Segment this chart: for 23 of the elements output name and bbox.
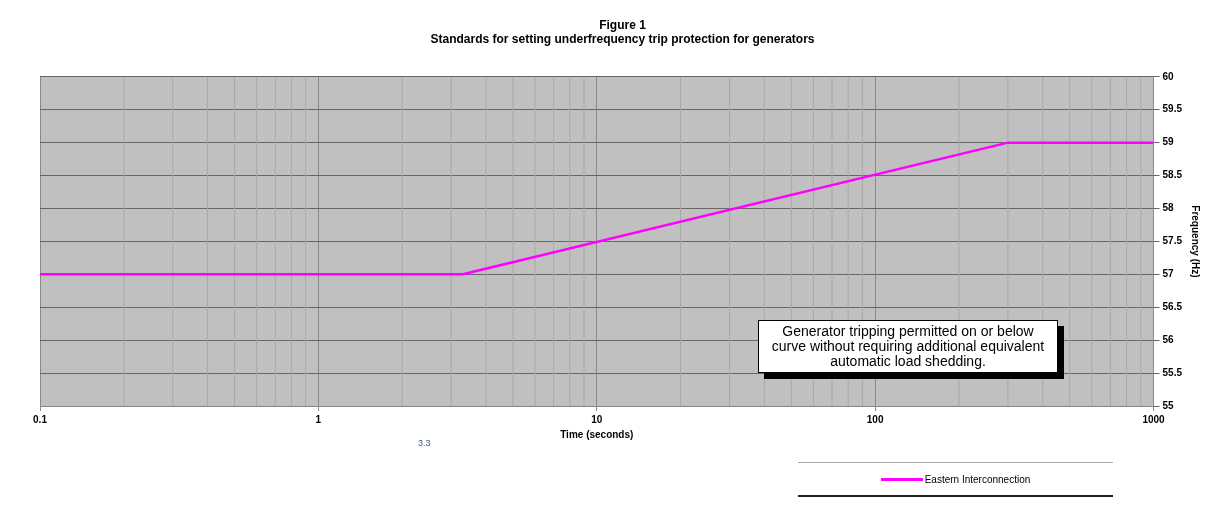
x-tick-label: 0.1 <box>33 413 48 425</box>
x-tick-label: 10 <box>591 413 603 425</box>
annotation: Generator tripping permitted on or below curve without requiring additional equivalent automatic load shedding. <box>758 320 1058 373</box>
x-tick-label: 100 <box>866 413 884 425</box>
x-tick-label: 1000 <box>1142 413 1166 425</box>
y-tick-label: 56.5 <box>1162 300 1183 312</box>
legend-label: Eastern Interconnection <box>924 473 1031 485</box>
y-tick-label: 60 <box>1162 70 1175 82</box>
y-tick-label: 59.5 <box>1162 103 1183 115</box>
chart-subtitle: Standards for setting underfrequency trip protection for generators <box>430 31 815 46</box>
y-tick-label: 55.5 <box>1162 366 1183 378</box>
y-tick-label: 56 <box>1162 333 1175 345</box>
y-tick-label: 57.5 <box>1162 235 1183 247</box>
y-tick-label: 59 <box>1162 136 1175 148</box>
y-tick-label: 58.5 <box>1162 169 1183 181</box>
y-tick-label: 57 <box>1162 268 1175 280</box>
chart-title: Figure 1 <box>599 17 647 32</box>
y-axis-title: Frequency (Hz) <box>1190 205 1202 278</box>
y-tick-label: 55 <box>1162 399 1175 411</box>
x-tick-label: 1 <box>315 413 322 425</box>
x-axis-title: Time (seconds) <box>560 428 634 440</box>
text: 3.3 <box>418 438 431 448</box>
y-tick-label: 58 <box>1162 202 1175 214</box>
